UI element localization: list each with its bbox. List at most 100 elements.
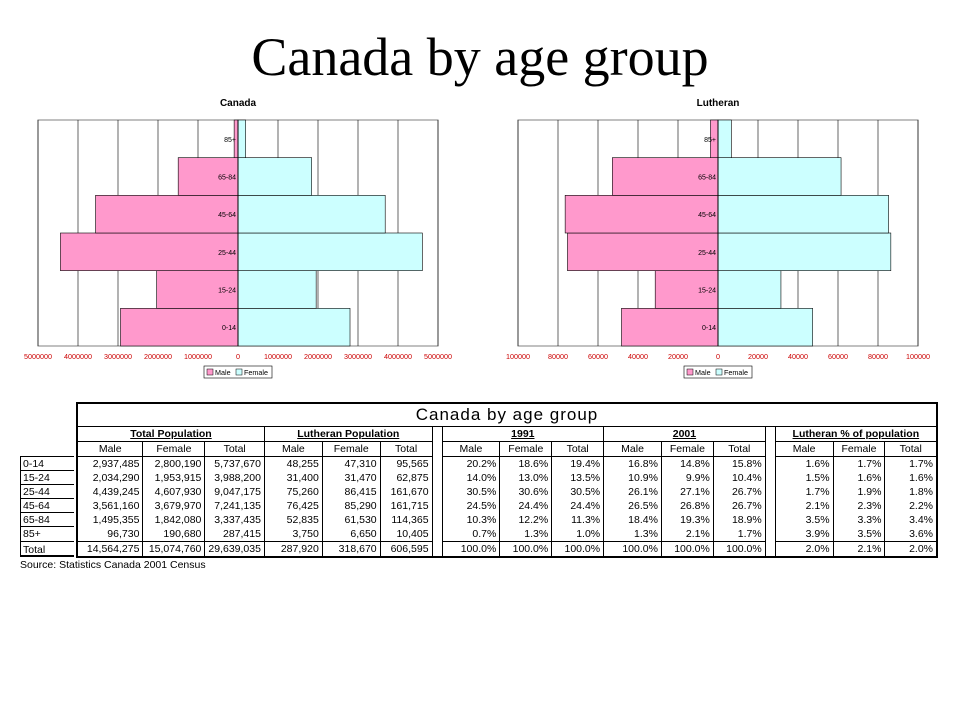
subheader-male: Male xyxy=(442,441,501,457)
lutheran-tick-label: 60000 xyxy=(828,352,848,361)
table-cell: 76,425 xyxy=(264,499,323,513)
table-cell: 4,439,245 xyxy=(76,485,144,499)
spacer xyxy=(765,499,776,513)
canada-bar-female-25-44 xyxy=(237,232,423,271)
spacer xyxy=(765,471,776,485)
canada-bar-male-15-24 xyxy=(156,270,239,309)
table-cell: 16.8% xyxy=(603,456,662,471)
table-cell: 114,365 xyxy=(380,513,433,527)
lutheran-bar-male-0-14 xyxy=(621,308,719,347)
table-cell: 24.5% xyxy=(442,499,501,513)
table-cell: 26.7% xyxy=(713,485,766,499)
lutheran-category-label: 25-44 xyxy=(698,250,716,257)
table-cell: 2.2% xyxy=(884,499,939,513)
subheader-male: Male xyxy=(76,441,144,457)
row-label-45-64: 45-64 xyxy=(20,498,74,512)
table-cell: 1.9% xyxy=(833,485,886,499)
table-cell: 24.4% xyxy=(551,499,605,513)
spacer xyxy=(432,541,443,558)
spacer xyxy=(765,485,776,499)
lutheran-chart-title: Lutheran xyxy=(697,98,740,109)
lutheran-category-label: 85+ xyxy=(704,137,716,144)
table-cell: 10,405 xyxy=(380,527,433,542)
table-cell: 52,835 xyxy=(264,513,323,527)
subheader-female: Female xyxy=(833,441,886,457)
table-cell: 26.1% xyxy=(603,485,662,499)
table-cell: 62,875 xyxy=(380,471,433,485)
row-label-65-84: 65-84 xyxy=(20,512,74,526)
row-label-15-24: 15-24 xyxy=(20,470,74,484)
table-cell: 606,595 xyxy=(380,541,433,558)
table-cell: 75,260 xyxy=(264,485,323,499)
canada-tick-label: 4000000 xyxy=(384,352,412,361)
canada-bar-female-65-84 xyxy=(237,157,312,196)
table-cell: 26.5% xyxy=(603,499,662,513)
table-cell: 1,495,355 xyxy=(76,513,144,527)
table-cell: 1.0% xyxy=(551,527,605,542)
subheader-female: Female xyxy=(322,441,381,457)
group-1991: 1991 xyxy=(442,426,605,442)
canada-pyramid-chart: Canada 0-14 15-24 25-44 45-64 65-84 85+ 5000000… xyxy=(24,98,452,379)
table-cell: 2.0% xyxy=(775,541,834,558)
row-label-85+: 85+ xyxy=(20,526,74,541)
table-cell: 0.7% xyxy=(442,527,501,542)
table-cell: 100.0% xyxy=(499,541,553,558)
table-cell: 15,074,760 xyxy=(142,541,206,558)
table-cell: 287,920 xyxy=(264,541,323,558)
lutheran-pyramid-chart: Lutheran 0-14 15-24 25-44 45-64 65-84 85+ 10000… xyxy=(506,98,930,379)
table-cell: 3,750 xyxy=(264,527,323,542)
table-cell: 31,470 xyxy=(322,471,381,485)
table-cell: 3,561,160 xyxy=(76,499,144,513)
table-cell: 3,337,435 xyxy=(204,513,265,527)
canada-tick-label: 1000000 xyxy=(264,352,292,361)
canada-legend-label-female: Female xyxy=(244,368,268,377)
table-cell: 30.5% xyxy=(442,485,501,499)
table-cell: 1.6% xyxy=(884,471,939,485)
canada-legend-label-male: Male xyxy=(215,368,231,377)
lutheran-bar-female-45-64 xyxy=(717,195,889,234)
group-total-population: Total Population xyxy=(75,426,265,442)
canada-bar-male-0-14 xyxy=(120,308,239,347)
table-cell: 2.0% xyxy=(884,541,939,558)
table-cell: 2,034,290 xyxy=(76,471,144,485)
canada-bar-female-85+ xyxy=(237,119,246,158)
table-cell: 19.4% xyxy=(551,456,605,471)
table-cell: 10.3% xyxy=(442,513,501,527)
table-cell: 13.0% xyxy=(499,471,553,485)
table-cell: 3,988,200 xyxy=(204,471,265,485)
canada-category-label: 15-24 xyxy=(218,288,236,295)
lutheran-tick-label: 40000 xyxy=(788,352,808,361)
spacer xyxy=(765,513,776,527)
group-lutheran-percent: Lutheran % of population xyxy=(775,426,938,442)
spacer xyxy=(765,426,776,442)
table-cell: 7,241,135 xyxy=(204,499,265,513)
lutheran-legend-label-male: Male xyxy=(695,368,711,377)
lutheran-tick-label: 100000 xyxy=(906,352,930,361)
canada-tick-label: 2000000 xyxy=(304,352,332,361)
lutheran-legend-label-female: Female xyxy=(724,368,748,377)
table-cell: 14.8% xyxy=(661,456,714,471)
table-cell: 18.6% xyxy=(499,456,553,471)
subheader-total: Total xyxy=(884,441,939,457)
table-cell: 10.4% xyxy=(713,471,766,485)
table-cell: 3.5% xyxy=(775,513,834,527)
table-cell: 2.1% xyxy=(833,541,886,558)
lutheran-bar-male-65-84 xyxy=(612,157,719,196)
table-cell: 1.3% xyxy=(603,527,662,542)
lutheran-tick-label: 60000 xyxy=(588,352,608,361)
lutheran-tick-label: 80000 xyxy=(868,352,888,361)
table-cell: 10.9% xyxy=(603,471,662,485)
spacer xyxy=(765,541,776,558)
table-cell: 2.3% xyxy=(833,499,886,513)
table-cell: 3,679,970 xyxy=(142,499,206,513)
table-cell: 12.2% xyxy=(499,513,553,527)
table-cell: 3.3% xyxy=(833,513,886,527)
canada-tick-label: 4000000 xyxy=(64,352,92,361)
spacer xyxy=(432,513,443,527)
canada-chart-title: Canada xyxy=(220,98,257,109)
canada-tick-label: 5000000 xyxy=(424,352,452,361)
canada-category-label: 65-84 xyxy=(218,175,236,182)
lutheran-bar-female-65-84 xyxy=(717,157,842,196)
spacer xyxy=(765,456,776,471)
subheader-male: Male xyxy=(775,441,834,457)
